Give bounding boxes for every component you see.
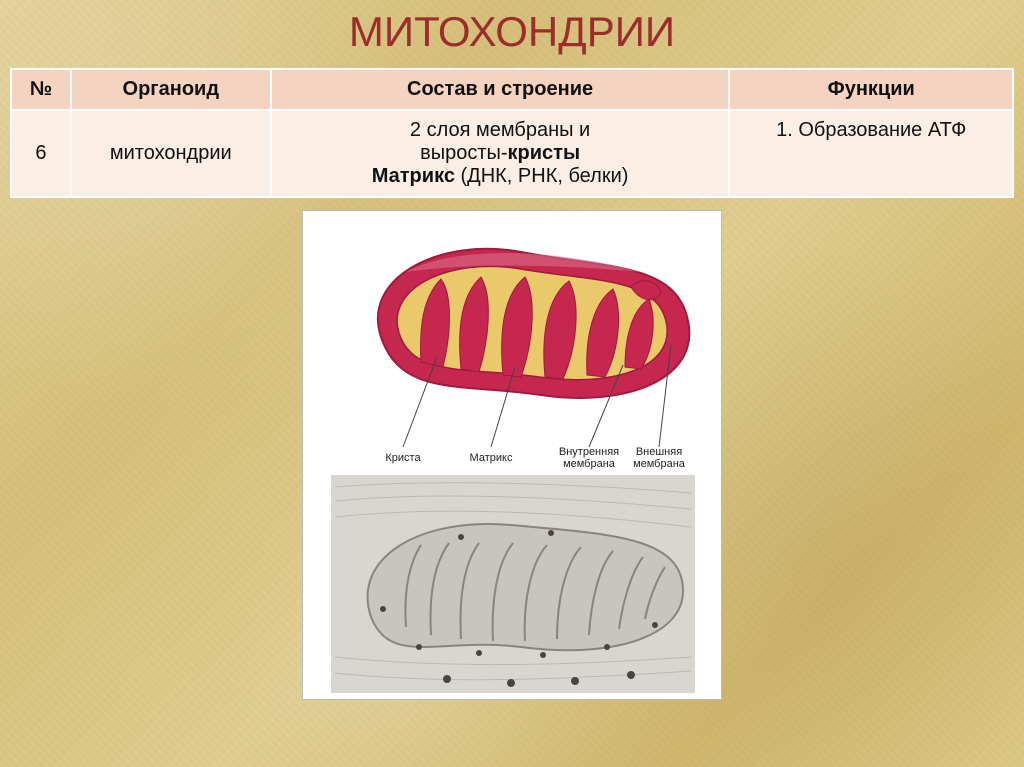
- diagram-svg: Криста Матрикс Внутренняя мембрана Внешн…: [311, 217, 715, 697]
- mito-color-drawing: Криста Матрикс Внутренняя мембрана Внешн…: [378, 249, 689, 470]
- structure-line3b: (ДНК, РНК, белки): [455, 165, 628, 187]
- cell-structure: 2 слоя мембраны и выросты-кристы Матрикс…: [271, 110, 730, 197]
- col-structure: Состав и строение: [271, 69, 730, 110]
- structure-line1: 2 слоя мембраны и: [410, 119, 590, 141]
- table-header-row: № Органоид Состав и строение Функции: [11, 69, 1013, 110]
- label-inner2: мембрана: [563, 458, 616, 470]
- mitochondrion-diagram: Криста Матрикс Внутренняя мембрана Внешн…: [302, 210, 722, 700]
- col-num: №: [11, 69, 71, 110]
- label-matrix: Матрикс: [470, 452, 513, 464]
- cell-function: 1. Образование АТФ: [729, 110, 1013, 197]
- col-function: Функции: [729, 69, 1013, 110]
- structure-line3a: Матрикс: [372, 165, 455, 187]
- page-title: МИТОХОНДРИИ: [0, 8, 1024, 56]
- table-row: 6 митохондрии 2 слоя мембраны и выросты-…: [11, 110, 1013, 197]
- structure-line2a: выросты-: [420, 142, 507, 164]
- cell-organoid: митохондрии: [71, 110, 271, 197]
- structure-line2b: кристы: [508, 142, 581, 164]
- slide: МИТОХОНДРИИ № Органоид Состав и строение…: [0, 0, 1024, 767]
- label-inner1: Внутренняя: [559, 446, 619, 458]
- label-outer2: мембрана: [633, 458, 686, 470]
- label-crista: Криста: [385, 452, 421, 464]
- cell-num: 6: [11, 110, 71, 197]
- organelle-table: № Органоид Состав и строение Функции 6 м…: [10, 68, 1014, 198]
- col-organoid: Органоид: [71, 69, 271, 110]
- mito-em-image: [331, 475, 695, 693]
- label-outer1: Внешняя: [636, 446, 682, 458]
